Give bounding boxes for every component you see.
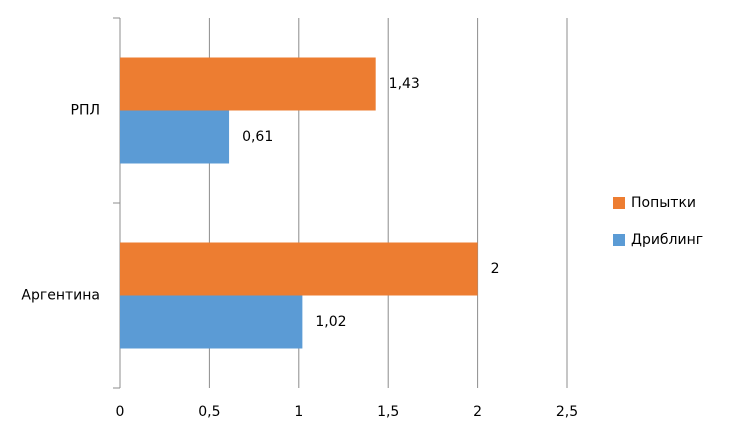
y-tick-label: Аргентина (21, 288, 100, 304)
x-tick-label: 2 (473, 404, 482, 420)
x-tick-label: 1 (294, 404, 303, 420)
bar (120, 110, 230, 164)
y-tick-label: РПЛ (71, 103, 101, 119)
bar (120, 295, 303, 349)
x-tick-label: 1,5 (377, 404, 399, 420)
legend-swatch (613, 197, 625, 209)
x-tick-label: 0,5 (198, 404, 220, 420)
value-label: 1,02 (315, 314, 346, 330)
legend-swatch (613, 234, 625, 246)
legend-label: Дриблинг (631, 232, 703, 248)
x-tick-label: 0 (116, 404, 125, 420)
x-tick-label: 2,5 (556, 404, 578, 420)
bar (120, 242, 478, 296)
value-label: 1,43 (389, 76, 420, 92)
legend-label: Попытки (631, 195, 696, 211)
bar (120, 57, 376, 111)
value-label: 2 (491, 261, 500, 277)
value-label: 0,61 (242, 129, 273, 145)
